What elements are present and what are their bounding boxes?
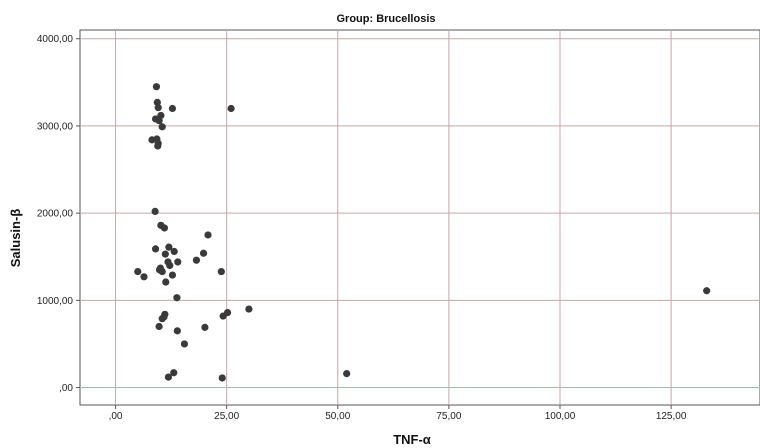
data-point [162,278,170,286]
data-point [161,250,169,258]
data-point [180,340,189,348]
data-point [199,249,208,257]
chart-title: Group: Brucellosis [336,13,435,25]
y-tick-label: 3000,00 [37,121,74,132]
data-point [155,117,163,125]
data-point [703,287,711,295]
x-tick-label: 25,00 [214,411,239,422]
data-point [168,271,177,279]
data-point [151,245,160,253]
y-tick-label: 4000,00 [37,34,74,45]
y-tick-label: 2000,00 [37,209,74,220]
data-point [158,267,166,276]
plot-frame [79,29,760,406]
data-point [134,267,142,276]
data-point [160,224,169,232]
data-point [151,207,159,215]
data-point [204,231,212,239]
data-point [140,273,148,281]
data-point [192,256,201,264]
data-point [152,83,161,91]
data-point [154,142,162,150]
x-tick-label: 100,00 [545,411,576,422]
data-point [227,104,235,113]
data-point [170,247,178,256]
data-point [219,312,227,320]
data-point [158,123,166,131]
data-point [173,294,181,302]
data-point [155,322,163,331]
plot-area: ,00 25,00 50,00 75,00 100,00 125,00 ,00 1000,00… [37,29,760,422]
data-point [201,323,209,331]
data-point [174,258,182,266]
data-point [158,315,166,323]
data-point [218,374,226,382]
x-tick-label: ,00 [109,411,123,422]
data-point [343,370,351,378]
x-tick-label: 125,00 [656,411,687,422]
data-point [170,369,178,377]
data-point [164,373,173,381]
y-tick-label: 1000,00 [37,296,74,307]
data-point [166,261,174,270]
x-axis-title: TNF-α [393,432,431,447]
data-point [173,327,181,335]
data-point [154,104,162,112]
data-point [217,267,225,276]
data-point [245,305,253,313]
y-tick-label: ,00 [59,383,73,394]
y-axis-title: Salusin-β [8,209,23,268]
x-tick-label: 75,00 [436,411,461,422]
data-point [165,243,173,251]
data-point [168,104,177,113]
x-tick-label: 50,00 [325,411,350,422]
